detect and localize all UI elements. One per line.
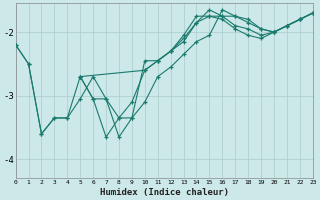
X-axis label: Humidex (Indice chaleur): Humidex (Indice chaleur): [100, 188, 229, 197]
